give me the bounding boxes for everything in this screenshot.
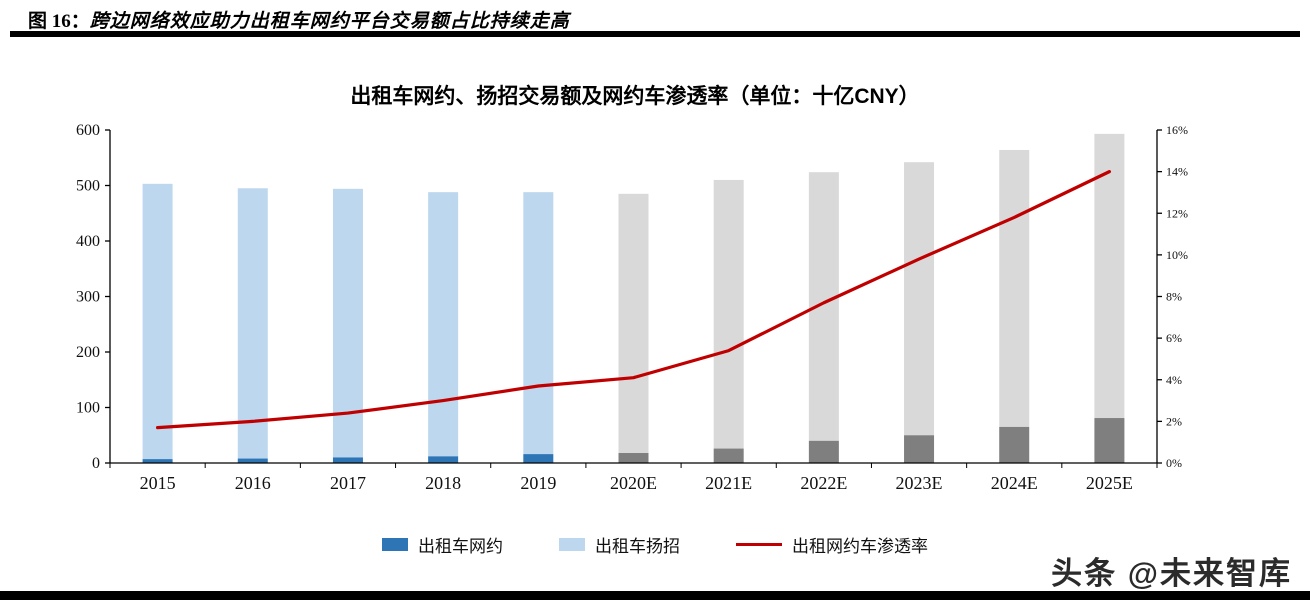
svg-text:2019: 2019 bbox=[520, 473, 556, 493]
chart: 出租车网约、扬招交易额及网约车渗透率（单位：十亿CNY） 2015 2016 201… bbox=[55, 80, 1245, 509]
svg-text:0: 0 bbox=[92, 455, 100, 472]
figure-title: 跨边网络效应助力出租车网约平台交易额占比持续走高 bbox=[89, 11, 570, 32]
chart-title: 出租车网约、扬招交易额及网约车渗透率（单位：十亿CNY） bbox=[350, 85, 920, 108]
legend-label-shentoulv: 出租网约车渗透率 bbox=[792, 537, 928, 556]
header-divider bbox=[10, 31, 1300, 37]
svg-text:500: 500 bbox=[76, 178, 100, 195]
svg-text:2018: 2018 bbox=[425, 473, 461, 493]
chart-canvas: 2015 2016 2017 2018 2019 2020E 2021E 2022E 2023E… bbox=[76, 122, 1188, 493]
legend-item-wangyue: 出租车网约 bbox=[382, 532, 503, 557]
svg-text:8%: 8% bbox=[1166, 290, 1182, 304]
svg-text:4%: 4% bbox=[1166, 373, 1182, 387]
svg-text:2%: 2% bbox=[1166, 414, 1182, 428]
svg-text:2023E: 2023E bbox=[896, 473, 943, 493]
legend-label-wangyue: 出租车网约 bbox=[418, 537, 503, 556]
svg-text:16%: 16% bbox=[1166, 123, 1188, 137]
legend-swatch-yangzhao bbox=[559, 538, 585, 551]
svg-text:100: 100 bbox=[76, 400, 100, 417]
svg-text:2021E: 2021E bbox=[705, 473, 752, 493]
legend-swatch-wangyue bbox=[382, 538, 408, 551]
svg-text:2017: 2017 bbox=[330, 473, 366, 493]
svg-text:14%: 14% bbox=[1166, 165, 1188, 179]
legend-swatch-penetration-line bbox=[736, 543, 782, 546]
svg-text:400: 400 bbox=[76, 233, 100, 250]
svg-text:2024E: 2024E bbox=[991, 473, 1038, 493]
svg-text:200: 200 bbox=[76, 344, 100, 361]
svg-text:6%: 6% bbox=[1166, 331, 1182, 345]
svg-text:600: 600 bbox=[76, 122, 100, 139]
svg-text:2020E: 2020E bbox=[610, 473, 657, 493]
svg-text:0%: 0% bbox=[1166, 456, 1182, 470]
svg-text:2016: 2016 bbox=[235, 473, 271, 493]
figure-number-label: 图 16： bbox=[28, 11, 90, 32]
svg-text:2022E: 2022E bbox=[800, 473, 847, 493]
legend-item-yangzhao: 出租车扬招 bbox=[559, 532, 680, 557]
svg-text:2015: 2015 bbox=[140, 473, 176, 493]
legend-item-shentoulv: 出租网约车渗透率 bbox=[736, 532, 928, 557]
bottom-divider bbox=[0, 591, 1310, 600]
svg-text:12%: 12% bbox=[1166, 206, 1188, 220]
svg-text:300: 300 bbox=[76, 289, 100, 306]
figure-header: 图 16：跨边网络效应助力出租车网约平台交易额占比持续走高 bbox=[28, 6, 1300, 33]
svg-text:10%: 10% bbox=[1166, 248, 1188, 262]
watermark: 头条 @未来智库 bbox=[1051, 556, 1292, 591]
legend-label-yangzhao: 出租车扬招 bbox=[595, 537, 680, 556]
chart-legend: 出租车网约 出租车扬招 出租网约车渗透率 bbox=[0, 532, 1310, 557]
svg-text:2025E: 2025E bbox=[1086, 473, 1133, 493]
